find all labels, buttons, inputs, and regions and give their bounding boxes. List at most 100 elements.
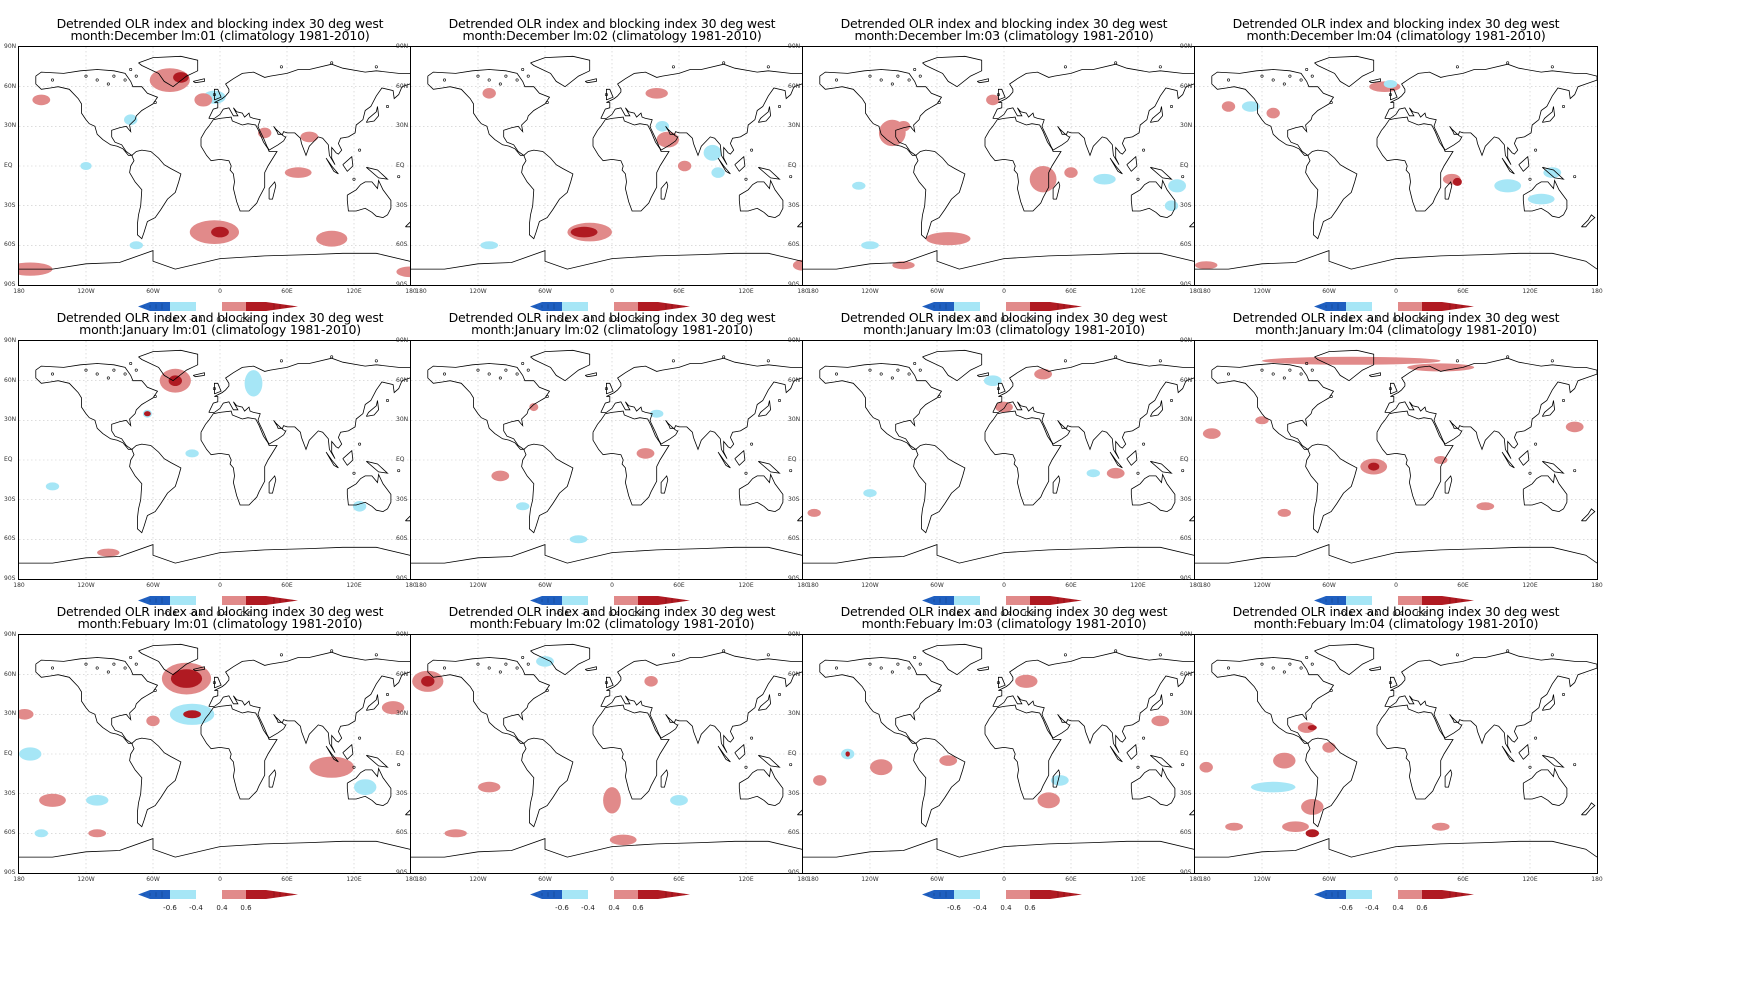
coastline <box>35 69 159 156</box>
colorbar-segment <box>1030 596 1050 605</box>
positive-anomaly-patch <box>1273 752 1296 769</box>
island-outline <box>996 93 1000 97</box>
island-outline <box>129 655 133 659</box>
latitude-tick-label: 90S <box>396 869 408 876</box>
negative-anomaly-patch <box>80 162 92 170</box>
latitude-tick-label: 30S <box>4 789 16 797</box>
colorbar-label: -0.6 <box>947 904 961 912</box>
island-outline <box>868 74 872 78</box>
coastline <box>346 473 392 513</box>
colorbar: -0.6 -0.4 0.4 0.6 <box>530 302 690 326</box>
panel-title: Detrended OLR index and blocking index 3… <box>840 604 1168 619</box>
longitude-tick-label: 180 <box>415 876 427 883</box>
colorbar-label: -0.6 <box>555 316 569 324</box>
coastline <box>366 460 389 474</box>
island-outline <box>1506 355 1510 359</box>
positive-anomaly-patch <box>1431 822 1450 831</box>
colorbar-label: -0.4 <box>973 316 987 324</box>
positive-anomaly-patch <box>194 93 213 107</box>
longitude-tick-label: 180 <box>797 582 809 589</box>
colorbar-segment <box>1326 302 1346 311</box>
positive-anomaly-patch <box>284 167 312 178</box>
coastline <box>819 657 943 744</box>
island-outline <box>1534 736 1538 740</box>
panel-title: Detrended OLR index and blocking index 3… <box>840 310 1168 325</box>
positive-anomaly-patch <box>316 230 348 247</box>
colorbar-label: 0.4 <box>608 904 620 912</box>
longitude-tick-label: 0 <box>1394 288 1398 295</box>
island-outline <box>1550 65 1554 69</box>
island-outline <box>1282 670 1286 674</box>
island-outline <box>1136 765 1140 769</box>
colorbar-label: 0.4 <box>608 610 620 618</box>
coastline <box>1541 694 1556 711</box>
coastline <box>1368 666 1381 672</box>
latitude-tick-label: 30N <box>788 710 801 718</box>
longitude-tick-label: 60W <box>146 288 160 295</box>
coastline <box>584 666 597 672</box>
latitude-tick-label: 30N <box>4 710 17 718</box>
island-outline <box>789 469 793 473</box>
longitude-tick-label: 180 <box>807 876 819 883</box>
panel-title: Detrended OLR index and blocking index 3… <box>56 16 384 31</box>
positive-anomaly-patch <box>170 669 203 688</box>
island-outline <box>1288 662 1292 666</box>
island-outline <box>84 662 88 666</box>
island-outline <box>442 372 446 376</box>
island-outline <box>545 101 549 105</box>
latitude-tick-label: 90S <box>396 281 408 288</box>
world-map <box>1194 340 1598 580</box>
colorbar-segment <box>1006 302 1030 311</box>
coastline <box>584 78 597 84</box>
latitude-tick-label: 60S <box>788 535 800 543</box>
coastline <box>1314 643 1375 676</box>
island-outline <box>1506 649 1510 653</box>
island-outline <box>918 74 922 78</box>
positive-anomaly-patch <box>1305 829 1319 838</box>
island-outline <box>671 359 675 363</box>
colorbar-label: -0.4 <box>189 904 203 912</box>
colorbar-segment <box>638 890 658 899</box>
panel-title: Detrended OLR index and blocking index 3… <box>1232 310 1560 325</box>
world-map <box>802 340 1206 580</box>
coastline <box>427 363 551 450</box>
positive-anomaly-patch <box>529 403 539 412</box>
latitude-tick-label: 90N <box>788 631 801 638</box>
coastline <box>592 410 670 506</box>
island-outline <box>352 765 356 769</box>
island-outline <box>868 368 872 372</box>
island-outline <box>722 61 726 65</box>
coastline <box>584 372 597 378</box>
panel-subtitle: month:January lm:01 (climatology 1981-20… <box>79 322 361 337</box>
colorbar-arrow-high <box>266 890 298 899</box>
island-outline <box>1158 65 1162 69</box>
island-outline <box>279 653 283 657</box>
colorbar-segment <box>562 302 588 311</box>
positive-anomaly-patch <box>1221 101 1236 112</box>
positive-anomaly-patch <box>1199 761 1213 773</box>
coastline <box>1314 349 1375 382</box>
colorbar-segment <box>246 596 266 605</box>
island-outline <box>129 361 133 365</box>
positive-anomaly-patch <box>644 676 658 687</box>
colorbar-label: 0.6 <box>632 904 644 912</box>
positive-anomaly-patch <box>1225 822 1243 831</box>
coastline <box>1368 78 1381 84</box>
longitude-tick-label: 120E <box>346 876 362 883</box>
world-map <box>410 46 814 286</box>
colorbar-segment <box>542 302 562 311</box>
positive-anomaly-patch <box>677 160 692 172</box>
negative-anomaly-patch <box>536 656 554 667</box>
colorbar-label: 0.6 <box>240 610 252 618</box>
longitude-tick-label: 0 <box>218 288 222 295</box>
longitude-tick-label: 60W <box>930 582 944 589</box>
island-outline <box>1310 74 1314 78</box>
coastline <box>600 357 813 459</box>
latitude-tick-label: 60S <box>1180 535 1192 543</box>
longitude-tick-label: 120W <box>1253 582 1271 589</box>
island-outline <box>1271 372 1275 376</box>
coastline <box>1195 250 1597 270</box>
island-outline <box>777 104 781 108</box>
positive-anomaly-patch <box>1322 742 1336 753</box>
colorbar-label: 0.4 <box>1392 316 1404 324</box>
